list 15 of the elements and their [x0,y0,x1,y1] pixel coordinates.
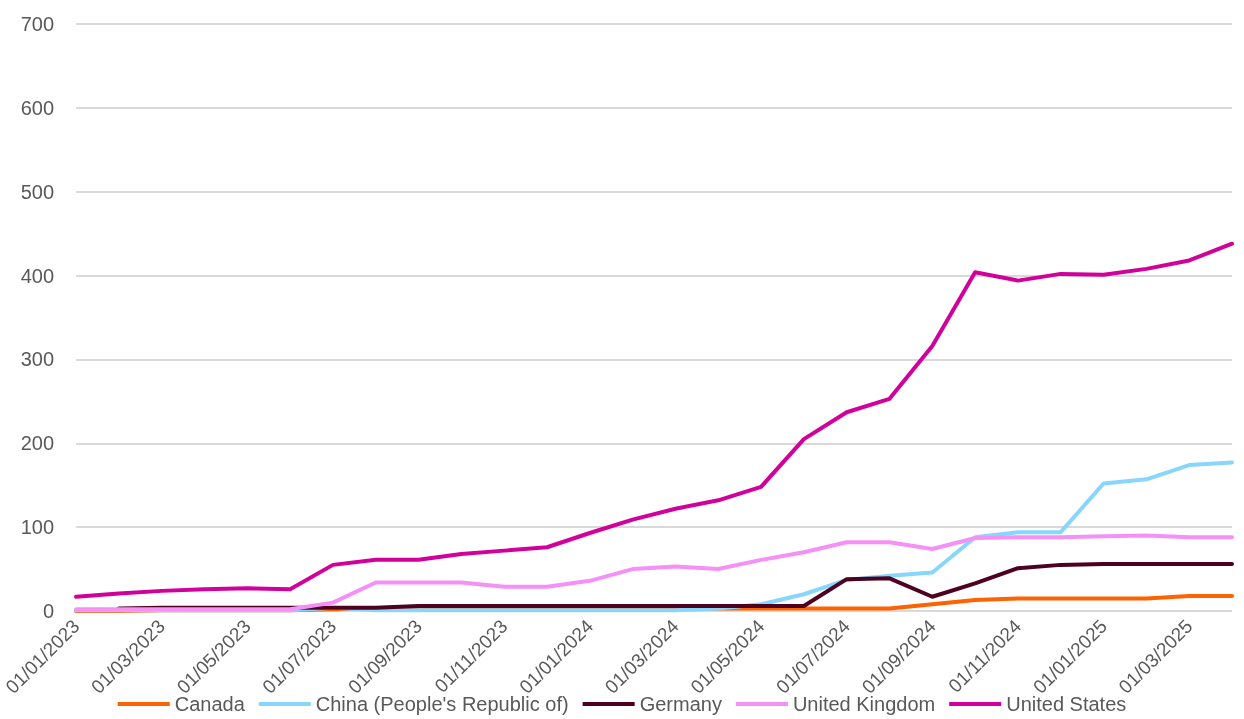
y-tick-label: 600 [20,96,55,119]
y-tick-label: 0 [42,600,55,622]
legend-label: China (People's Republic of) [315,693,569,715]
legend-label: United States [1006,693,1127,715]
legend-label: Canada [174,693,246,715]
y-tick-label: 200 [20,432,55,455]
legend-label: Germany [639,693,722,715]
y-tick-label: 300 [20,348,55,371]
y-tick-label: 400 [20,264,55,287]
y-tick-label: 500 [20,180,55,203]
legend-label: United Kingdom [792,693,936,715]
line-series [74,241,1234,599]
line-series [74,533,1234,612]
y-tick-label: 700 [20,13,55,35]
y-tick-label: 100 [20,516,55,539]
